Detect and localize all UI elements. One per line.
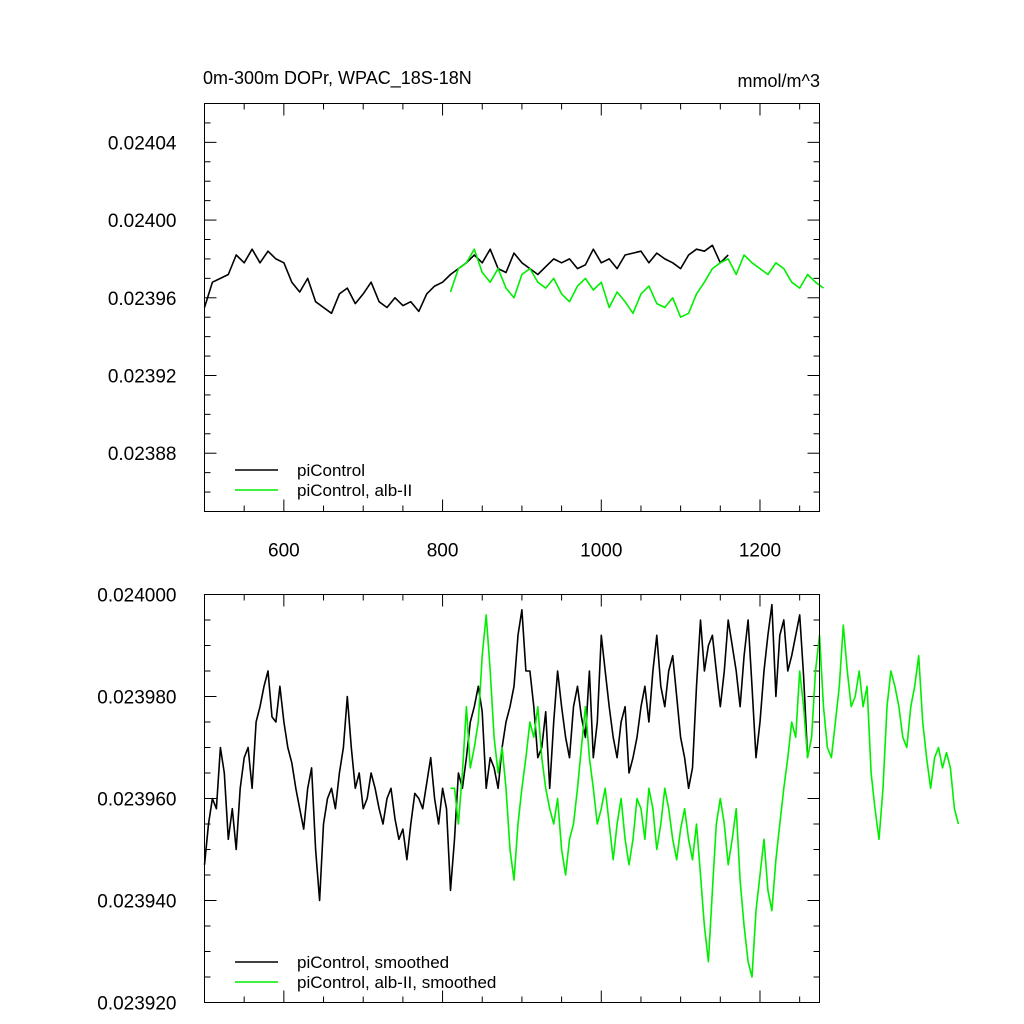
top-series-group [203, 244, 824, 319]
bottom-legend: piControl, smoothed piControl, alb-II, s… [235, 953, 496, 992]
top-plot-frame [204, 103, 820, 512]
bottom-y-tick-label: 0.023920 [97, 994, 176, 1015]
top-axis-ticks: 600 800 1000 1200 0.02388 0.02392 0.02396 0.024… [108, 103, 820, 562]
top-series-line-picontrol [203, 244, 729, 315]
legend-label-picontrol-alb-ii-smoothed: piControl, alb-II, smoothed [297, 973, 496, 992]
top-y-tick-label: 0.02388 [108, 444, 177, 465]
bottom-y-tick-label: 0.023960 [97, 790, 176, 811]
top-legend: piControl piControl, alb-II [235, 461, 412, 500]
bottom-axis-ticks: 0.023920 0.023940 0.023960 0.023980 0.024000 [97, 586, 820, 1015]
legend-label-picontrol-alb-ii: piControl, alb-II [297, 481, 412, 500]
bottom-panel: 0.023920 0.023940 0.023960 0.023980 0.024000… [97, 586, 960, 1015]
top-y-tick-label: 0.02404 [108, 133, 177, 154]
top-chart-units: mmol/m^3 [738, 71, 820, 91]
top-panel: 0m-300m DOPr, WPAC_18S-18N mmol/m^3 600 8… [108, 68, 824, 562]
top-y-tick-label: 0.02400 [108, 211, 177, 232]
top-series-line-picontrol-alb-ii [449, 248, 824, 319]
top-x-tick-label: 1200 [739, 541, 781, 562]
top-chart-title: 0m-300m DOPr, WPAC_18S-18N [203, 68, 472, 89]
bottom-y-tick-label: 0.023980 [97, 688, 176, 709]
bottom-series-line-picontrol [203, 603, 809, 902]
top-x-tick-label: 1000 [580, 541, 622, 562]
legend-label-picontrol: piControl [297, 461, 365, 480]
top-y-tick-label: 0.02392 [108, 367, 177, 388]
bottom-series-group [203, 603, 960, 978]
top-y-tick-label: 0.02396 [108, 289, 177, 310]
bottom-y-tick-label: 0.023940 [97, 892, 176, 913]
legend-label-picontrol-smoothed: piControl, smoothed [297, 953, 449, 972]
top-x-tick-label: 800 [427, 541, 459, 562]
bottom-y-tick-label: 0.024000 [97, 586, 176, 607]
top-x-tick-label: 600 [268, 541, 300, 562]
bottom-plot-frame [204, 594, 820, 1003]
bottom-series-line-picontrol-alb-ii [450, 614, 960, 978]
